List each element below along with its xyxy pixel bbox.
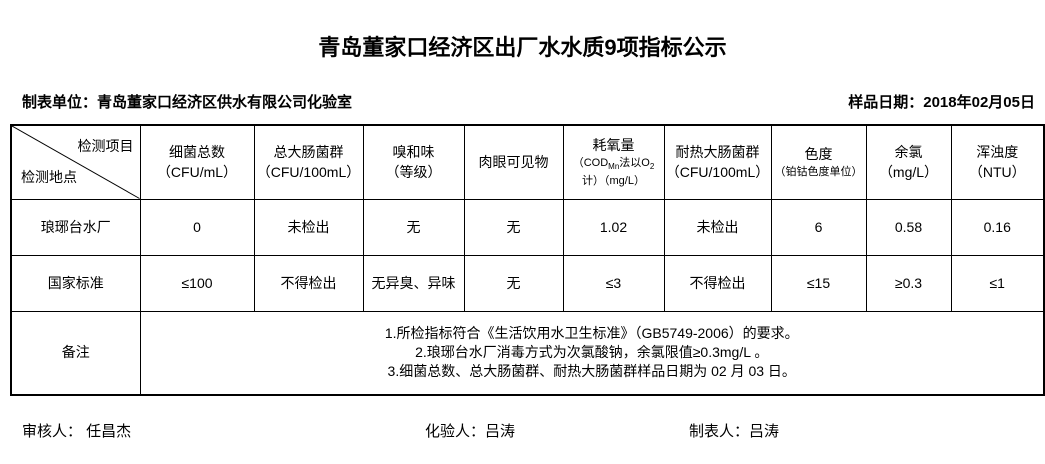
prepared-by-unit: 制表单位：青岛董家口经济区供水有限公司化验室 [22,94,353,111]
cell-visible-matter: 无 [463,198,564,256]
col-header-total-bacteria: 细菌总数 （CFU/mL） [139,124,255,200]
col-name: 细菌总数 [169,143,225,160]
col-header-total-coliform: 总大肠菌群 （CFU/100mL） [253,124,364,200]
col-name: 耐热大肠菌群 [675,143,760,160]
col-name: 嗅和味 [392,143,435,160]
col-name: 余氯 [894,143,923,160]
cell-total-coliform: 不得检出 [253,254,364,312]
col-header-odor-taste: 嗅和味 （等级） [362,124,465,200]
cell-residual-chlorine: 0.58 [865,198,952,256]
col-unit: （NTU） [968,163,1026,180]
col-unit: （CFU/100mL） [256,163,361,180]
row-location: 国家标准 [10,254,141,312]
cell-total-bacteria: 0 [139,198,255,256]
cell-chroma: 6 [770,198,867,256]
remark-line-2: 2.琅琊台水厂消毒方式为次氯酸钠，余氯限值≥0.3mg/L 。 [415,344,769,361]
page-title: 青岛董家口经济区出厂水水质9项指标公示 [318,35,727,60]
col-name: 耗氧量 [592,137,635,154]
meta-row: 制表单位：青岛董家口经济区供水有限公司化验室 样品日期：2018年02月05日 [22,91,1035,112]
remark-line-3: 3.细菌总数、总大肠菌群、耐热大肠菌群样品日期为 02 月 03 日。 [387,363,796,380]
col-header-visible-matter: 肉眼可见物 [463,124,564,200]
remark-line-1: 1.所检指标符合《生活饮用水卫生标准》（GB5749-2006）的要求。 [384,325,799,342]
cell-odor-taste: 无异臭、异味 [362,254,465,312]
table-row-national-standard: 国家标准 ≤100 不得检出 无异臭、异味 无 ≤3 不得检出 ≤15 ≥0.3… [10,254,1045,312]
reviewer-name: 审核人： 任昌杰 [22,423,132,440]
corner-cell: 检测项目 检测地点 [10,124,141,200]
col-header-chroma: 色度 （铂钴色度单位） [770,124,867,200]
table-row-langyatai: 琅琊台水厂 0 未检出 无 无 1.02 未检出 6 0.58 0.16 [10,198,1045,256]
cell-thermotolerant-coliform: 未检出 [663,198,772,256]
col-unit: （CFU/100mL） [665,163,770,180]
cell-cod: ≤3 [562,254,665,312]
table-header-row: 检测项目 检测地点 细菌总数 （CFU/mL） 总大肠菌群 （CFU/100mL… [10,124,1045,200]
preparer-name: 制表人：吕涛 [689,423,780,440]
signature-row: 审核人： 任昌杰 化验人：吕涛 制表人：吕涛 [0,420,1045,442]
cell-turbidity: 0.16 [950,198,1045,256]
col-unit: （CODMn法以O2计）（mg/L） [572,157,655,188]
cell-turbidity: ≤1 [950,254,1045,312]
col-name: 总大肠菌群 [273,143,344,160]
corner-label-test-location: 检测地点 [21,168,77,185]
corner-label-test-items: 检测项目 [77,138,134,154]
col-unit: （铂钴色度单位） [774,166,863,179]
diagonal-line [12,126,139,198]
cell-odor-taste: 无 [362,198,465,256]
col-name: 色度 [804,146,833,163]
col-header-turbidity: 浑浊度 （NTU） [950,124,1045,200]
col-header-cod: 耗氧量 （CODMn法以O2计）（mg/L） [562,124,665,200]
cell-chroma: ≤15 [770,254,867,312]
col-name: 肉眼可见物 [478,153,549,170]
remark-content: 1.所检指标符合《生活饮用水卫生标准》（GB5749-2006）的要求。 2.琅… [139,310,1045,396]
water-quality-table: 检测项目 检测地点 细菌总数 （CFU/mL） 总大肠菌群 （CFU/100mL… [10,124,1045,396]
remark-label: 备注 [10,310,141,396]
sample-date: 样品日期：2018年02月05日 [848,94,1035,111]
col-unit: （mg/L） [878,163,939,180]
col-unit: （CFU/mL） [156,163,238,180]
col-header-residual-chlorine: 余氯 （mg/L） [865,124,952,200]
tester-name: 化验人：吕涛 [425,423,516,440]
cell-thermotolerant-coliform: 不得检出 [663,254,772,312]
row-location: 琅琊台水厂 [10,198,141,256]
col-name: 浑浊度 [976,143,1019,160]
cell-total-coliform: 未检出 [253,198,364,256]
cell-residual-chlorine: ≥0.3 [865,254,952,312]
col-header-thermotolerant-coliform: 耐热大肠菌群 （CFU/100mL） [663,124,772,200]
cell-visible-matter: 无 [463,254,564,312]
cell-total-bacteria: ≤100 [139,254,255,312]
cell-cod: 1.02 [562,198,665,256]
water-quality-report-page: 青岛董家口经济区出厂水水质9项指标公示 制表单位：青岛董家口经济区供水有限公司化… [0,35,1045,442]
col-unit: （等级） [385,163,442,180]
table-row-remarks: 备注 1.所检指标符合《生活饮用水卫生标准》（GB5749-2006）的要求。 … [10,310,1045,396]
